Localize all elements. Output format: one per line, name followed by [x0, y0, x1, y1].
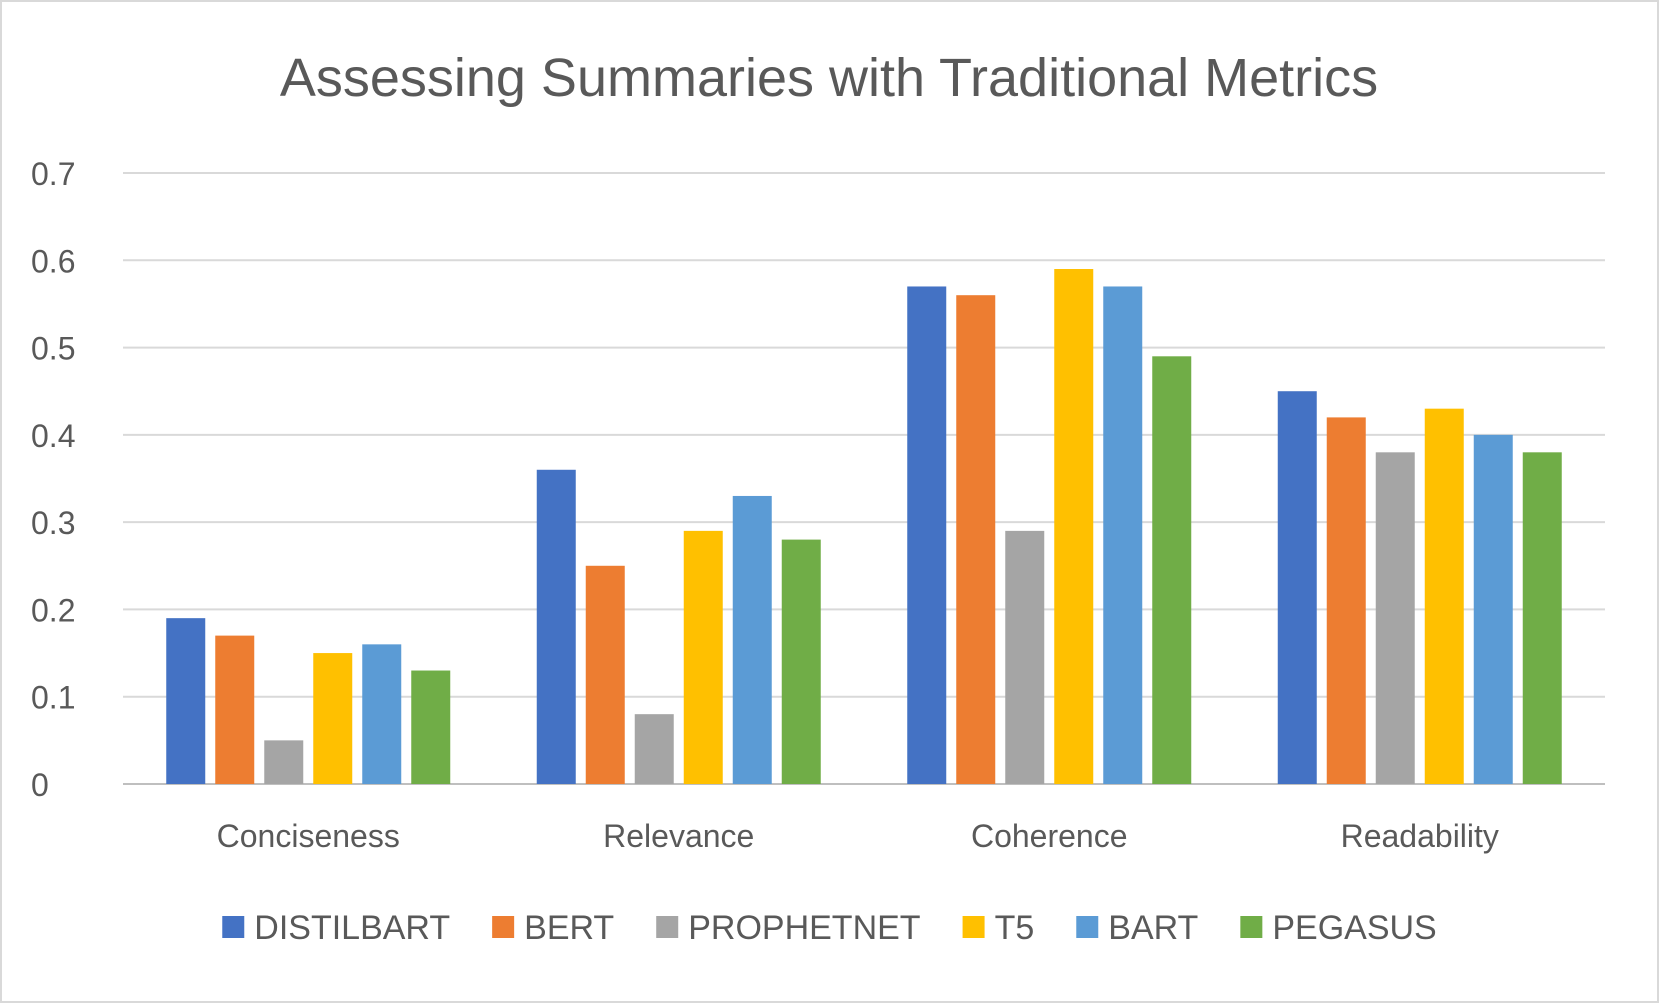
- x-category-label: Coherence: [971, 818, 1128, 854]
- bar-distilbart-readability: [1277, 391, 1317, 784]
- y-tick-label: 0: [31, 767, 49, 803]
- bar-t5-conciseness: [313, 653, 353, 784]
- legend: DISTILBART BERT PROPHETNET T5 BART PEGASUS: [222, 909, 1437, 947]
- x-category-label: Readability: [1341, 818, 1499, 854]
- x-category-label: Conciseness: [217, 818, 400, 854]
- legend-label: DISTILBART: [254, 909, 450, 947]
- bars: [166, 269, 1562, 784]
- legend-item: BART: [1076, 909, 1198, 947]
- bar-prophetnet-coherence: [1005, 530, 1045, 784]
- bar-distilbart-relevance: [536, 469, 576, 784]
- bar-bart-relevance: [732, 495, 772, 784]
- bar-bert-relevance: [585, 565, 625, 784]
- bar-bert-conciseness: [215, 635, 255, 784]
- legend-item: DISTILBART: [222, 909, 450, 947]
- legend-label: BART: [1108, 909, 1198, 947]
- legend-item: PROPHETNET: [656, 909, 921, 947]
- bar-t5-coherence: [1054, 269, 1094, 784]
- legend-item: T5: [962, 909, 1035, 947]
- chart-title: Assessing Summaries with Traditional Met…: [280, 48, 1378, 108]
- legend-swatch: [962, 916, 985, 938]
- y-tick-label: 0.2: [31, 592, 75, 628]
- bar-bert-readability: [1326, 417, 1366, 784]
- bar-distilbart-conciseness: [166, 618, 206, 784]
- legend-label: PEGASUS: [1272, 909, 1436, 947]
- y-tick-label: 0.5: [31, 331, 75, 367]
- bar-prophetnet-relevance: [634, 714, 674, 784]
- bar-prophetnet-readability: [1375, 452, 1415, 784]
- bar-distilbart-coherence: [907, 286, 947, 784]
- legend-swatch: [656, 916, 679, 938]
- bar-pegasus-readability: [1522, 452, 1562, 784]
- bar-bart-conciseness: [362, 644, 402, 784]
- bar-pegasus-coherence: [1152, 356, 1192, 784]
- bar-bert-coherence: [956, 295, 996, 784]
- legend-label: T5: [995, 909, 1035, 947]
- bar-bart-coherence: [1103, 286, 1143, 784]
- bar-t5-readability: [1424, 408, 1464, 784]
- y-tick-label: 0.3: [31, 505, 75, 541]
- bar-prophetnet-conciseness: [264, 740, 304, 784]
- legend-label: BERT: [524, 909, 614, 947]
- y-tick-label: 0.6: [31, 243, 75, 279]
- bar-pegasus-conciseness: [411, 670, 451, 784]
- legend-swatch: [222, 916, 245, 938]
- legend-swatch: [492, 916, 515, 938]
- y-tick-label: 0.7: [31, 156, 75, 192]
- bar-t5-relevance: [683, 530, 723, 784]
- x-category-label: Relevance: [603, 818, 754, 854]
- x-axis-categories: Conciseness Relevance Coherence Readability: [217, 818, 1499, 854]
- bar-bart-readability: [1473, 434, 1513, 784]
- y-tick-label: 0.1: [31, 680, 75, 716]
- legend-swatch: [1240, 916, 1263, 938]
- y-axis-ticks: 0 0.1 0.2 0.3 0.4 0.5 0.6 0.7: [31, 156, 75, 803]
- legend-item: PEGASUS: [1240, 909, 1437, 947]
- legend-label: PROPHETNET: [688, 909, 920, 947]
- y-tick-label: 0.4: [31, 418, 75, 454]
- legend-item: BERT: [492, 909, 614, 947]
- bar-pegasus-relevance: [781, 539, 821, 784]
- legend-swatch: [1076, 916, 1099, 938]
